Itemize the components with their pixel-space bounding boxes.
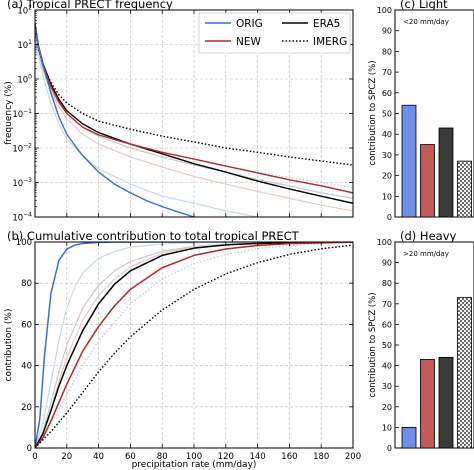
y-tick-label: 10−1 bbox=[12, 108, 32, 120]
y-tick-label: 80 bbox=[382, 279, 392, 288]
y-tick-label: 0 bbox=[387, 444, 392, 453]
series-line-new bbox=[35, 25, 353, 194]
y-tick-label: 100 bbox=[377, 6, 392, 15]
y-tick-label: 0 bbox=[27, 444, 32, 454]
legend-label-orig: ORIG bbox=[236, 18, 263, 30]
panel-b-title: (b) Cumulative contribution to total tro… bbox=[7, 229, 300, 243]
y-tick-label: 60 bbox=[382, 89, 392, 98]
bar-imerg bbox=[457, 160, 472, 218]
y-tick-label: 70 bbox=[382, 68, 392, 77]
panel-a-title: (a) Tropical PRECT frequency bbox=[7, 0, 173, 11]
x-tick-label: 120 bbox=[218, 452, 234, 462]
series-line-orig_light bbox=[35, 35, 258, 217]
x-tick-label: 60 bbox=[125, 452, 136, 462]
panel-d-annotation: >20 mm/day bbox=[403, 250, 449, 258]
bar-imerg bbox=[457, 297, 472, 449]
panel-c-light: 0 10 20 30 40 50 60 70 80 90 100 (c) Light <20 mm/… bbox=[368, 0, 474, 222]
bar-orig bbox=[401, 426, 417, 449]
x-tick-label: 160 bbox=[281, 452, 297, 462]
y-tick-label: 102 bbox=[17, 5, 32, 17]
y-tick-label: 10−2 bbox=[12, 143, 32, 155]
bar-era5 bbox=[438, 356, 454, 449]
y-tick-label: 90 bbox=[382, 27, 392, 36]
y-tick-label: 10−3 bbox=[12, 177, 32, 189]
y-tick-label: 0 bbox=[387, 213, 392, 222]
y-tick-label: 20 bbox=[21, 403, 32, 413]
series-line-new bbox=[35, 242, 353, 448]
panel-b-ticks: 0 20 40 60 80 100 120 140 160 180 200 0 20 40 60 80 100 bbox=[16, 238, 361, 462]
bar-new bbox=[420, 359, 435, 449]
panel-b-lines bbox=[35, 242, 353, 448]
panel-b-xlabel: precipitation rate (mm/day) bbox=[132, 460, 257, 470]
y-tick-label: 20 bbox=[382, 403, 392, 412]
y-tick-label: 10−4 bbox=[12, 212, 32, 224]
y-tick-label: 90 bbox=[382, 259, 392, 268]
panel-a-ylabel: frequency (%) bbox=[4, 81, 14, 145]
panel-a-legend: ORIG NEW ERA5 IMERG bbox=[198, 12, 351, 54]
y-tick-label: 70 bbox=[382, 300, 392, 309]
panel-d-ticks: 0 10 20 30 40 50 60 70 80 90 100 bbox=[377, 238, 399, 453]
y-tick-label: 40 bbox=[382, 130, 392, 139]
panel-a-ticks: 102 101 100 10−1 10−2 10−3 10−4 bbox=[12, 5, 354, 224]
panel-d-title: (d) Heavy bbox=[400, 229, 457, 243]
y-tick-label: 50 bbox=[382, 110, 392, 119]
legend-box bbox=[198, 12, 351, 54]
y-tick-label: 20 bbox=[382, 172, 392, 181]
panel-d-heavy: 0 10 20 30 40 50 60 70 80 90 100 (d) Heavy >20 mm/… bbox=[368, 229, 474, 453]
series-line-era5 bbox=[35, 242, 353, 448]
panel-b-cumulative: 0 20 40 60 80 100 120 140 160 180 200020406080100 … bbox=[4, 229, 361, 470]
x-tick-label: 100 bbox=[186, 452, 202, 462]
y-tick-label: 80 bbox=[21, 279, 32, 289]
bar-new bbox=[420, 144, 435, 218]
legend-label-era5: ERA5 bbox=[313, 18, 340, 30]
panel-a-frequency: 102 101 100 10−1 10−2 10−3 10−4 (a) Tropical P… bbox=[4, 0, 354, 224]
y-tick-label: 100 bbox=[377, 238, 392, 247]
y-tick-label: 10 bbox=[382, 423, 392, 432]
series-line-orig bbox=[35, 242, 194, 448]
x-tick-label: 180 bbox=[313, 452, 329, 462]
y-tick-label: 100 bbox=[16, 238, 32, 248]
x-tick-label: 0 bbox=[32, 452, 37, 462]
x-tick-label: 20 bbox=[61, 452, 72, 462]
panel-c-annotation: <20 mm/day bbox=[403, 18, 449, 26]
y-tick-label: 30 bbox=[382, 382, 392, 391]
bar-orig bbox=[401, 104, 417, 218]
panel-c-bars bbox=[401, 104, 472, 218]
legend-label-new: NEW bbox=[236, 36, 261, 48]
x-tick-label: 200 bbox=[345, 452, 361, 462]
legend-label-imerg: IMERG bbox=[313, 36, 347, 48]
bar-era5 bbox=[438, 127, 454, 218]
x-tick-label: 80 bbox=[157, 452, 168, 462]
series-line-orig bbox=[35, 27, 195, 217]
y-tick-label: 40 bbox=[21, 362, 32, 372]
panel-c-ticks: 0 10 20 30 40 50 60 70 80 90 100 bbox=[377, 6, 399, 222]
y-tick-label: 30 bbox=[382, 151, 392, 160]
y-tick-label: 101 bbox=[17, 39, 32, 51]
series-line-imerg bbox=[35, 244, 353, 448]
y-tick-label: 80 bbox=[382, 47, 392, 56]
panel-a-lines bbox=[35, 23, 353, 217]
series-line-orig_light bbox=[35, 242, 353, 448]
panel-d-ylabel: contribution to SPCZ (%) bbox=[368, 292, 378, 397]
y-tick-label: 10 bbox=[382, 192, 392, 201]
x-tick-label: 40 bbox=[93, 452, 104, 462]
panel-c-title: (c) Light bbox=[400, 0, 448, 11]
panel-b-ylabel: contribution (%) bbox=[4, 309, 14, 382]
y-tick-label: 100 bbox=[17, 74, 32, 86]
y-tick-label: 60 bbox=[382, 320, 392, 329]
y-tick-label: 40 bbox=[382, 362, 392, 371]
panel-c-ylabel: contribution to SPCZ (%) bbox=[368, 60, 378, 165]
y-tick-label: 60 bbox=[21, 320, 32, 330]
panel-d-bars bbox=[401, 297, 472, 449]
y-tick-label: 50 bbox=[382, 341, 392, 350]
x-tick-label: 140 bbox=[249, 452, 265, 462]
